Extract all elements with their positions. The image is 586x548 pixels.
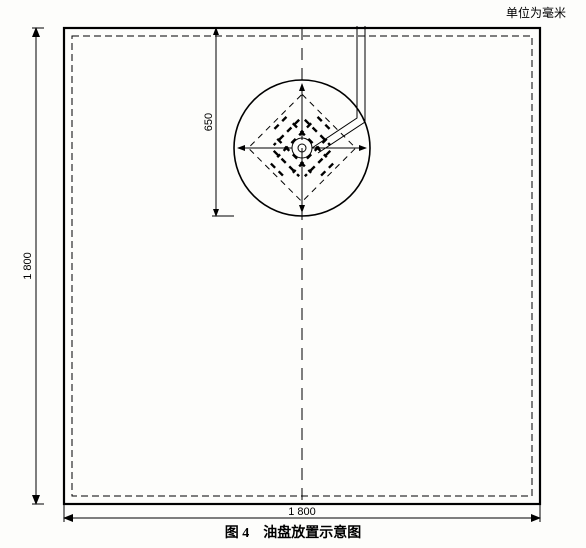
placement-diagram: 1 800 1 800 650 — [12, 18, 572, 524]
figure-caption: 图 4 油盘放置示意图 — [0, 522, 586, 542]
svg-text:650: 650 — [203, 113, 215, 131]
svg-text:1 800: 1 800 — [22, 252, 34, 280]
svg-text:1 800: 1 800 — [288, 506, 316, 518]
